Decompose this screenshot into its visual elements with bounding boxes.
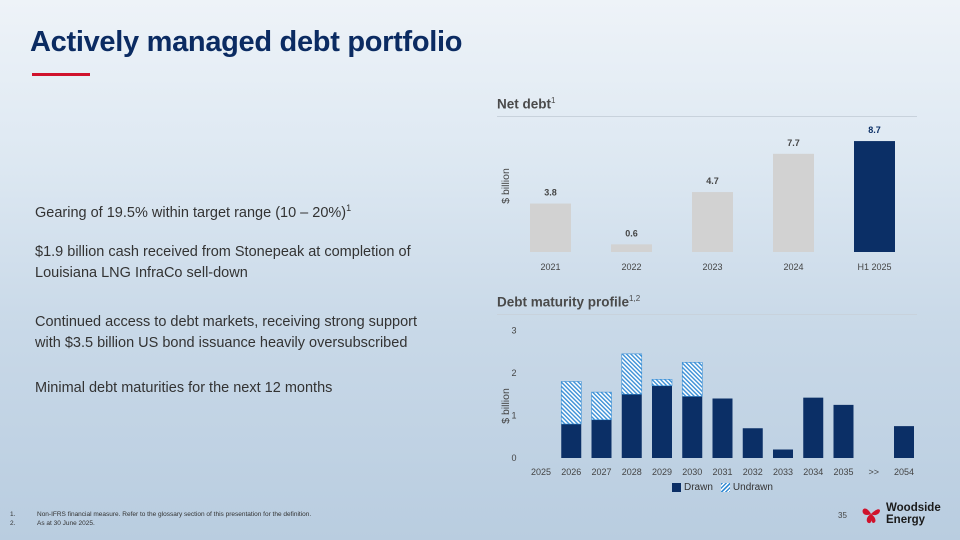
net-debt-data-label: 4.7 (706, 176, 719, 186)
net-debt-data-label: 0.6 (625, 228, 638, 238)
bullet-text: Gearing of 19.5% within target range (10… (35, 204, 347, 221)
maturity-x-tick-label: >> (868, 467, 879, 477)
footnote-ref: 1 (551, 96, 556, 105)
maturity-y-tick-label: 1 (511, 411, 516, 421)
net-debt-rule (497, 116, 917, 117)
company-logo: Woodside Energy (860, 502, 941, 526)
title-underline (32, 73, 90, 76)
maturity-drawn-bar (652, 385, 672, 458)
maturity-x-tick-label: 2026 (561, 467, 581, 477)
maturity-drawn-bar (561, 424, 582, 458)
page-title: Actively managed debt portfolio (30, 26, 463, 58)
net-debt-x-tick-label: 2023 (702, 262, 722, 272)
maturity-drawn-bar (742, 428, 763, 458)
logo-line-2: Energy (886, 514, 925, 526)
net-debt-bar (530, 203, 571, 252)
maturity-x-tick-label: 2035 (833, 467, 853, 477)
net-debt-title: Net debt1 (497, 96, 555, 112)
maturity-y-tick-label: 3 (511, 326, 516, 336)
maturity-x-tick-label: 2029 (652, 467, 672, 477)
bullet-text: $1.9 billion cash received from Stonepea… (35, 244, 411, 281)
footnote-text: As at 30 June 2025. (37, 520, 95, 527)
undrawn-swatch (720, 483, 730, 492)
maturity-legend: Drawn Undrawn (672, 482, 773, 493)
maturity-undrawn-bar (621, 353, 643, 395)
maturity-x-tick-label: 2054 (894, 467, 914, 477)
maturity-x-tick-label: 2031 (712, 467, 732, 477)
footnote-ref: 1 (346, 203, 352, 213)
drawn-swatch (672, 483, 681, 492)
net-debt-x-tick-label: 2024 (783, 262, 803, 272)
maturity-drawn-bar (682, 396, 703, 458)
bullet-stonepeak: $1.9 billion cash received from Stonepea… (35, 242, 425, 284)
legend-undrawn-label: Undrawn (732, 482, 773, 493)
maturity-y-axis-label: $ billion (500, 388, 512, 424)
footnotes: 1. Non-IFRS financial measure. Refer to … (10, 510, 311, 528)
footnote-2: 2. As at 30 June 2025. (10, 519, 311, 528)
net-debt-bar (611, 244, 652, 252)
woodside-logo-icon (862, 508, 880, 524)
net-debt-bar (854, 141, 895, 252)
footnote-1: 1. Non-IFRS financial measure. Refer to … (10, 510, 311, 519)
logo-line-1: Woodside (886, 502, 941, 514)
footnote-ref: 1,2 (629, 294, 641, 303)
maturity-drawn-bar (833, 404, 854, 458)
maturity-undrawn-bar (560, 381, 582, 425)
bullet-gearing: Gearing of 19.5% within target range (10… (35, 198, 425, 224)
net-debt-data-label: 7.7 (787, 138, 800, 148)
legend-drawn: Drawn (672, 482, 713, 493)
footnote-text: Non-IFRS financial measure. Refer to the… (37, 511, 312, 518)
net-debt-x-tick-label: 2022 (621, 262, 641, 272)
maturity-drawn-bar (712, 398, 733, 458)
maturity-y-tick-label: 0 (511, 453, 516, 463)
maturity-x-tick-label: 2033 (773, 467, 793, 477)
page-number: 35 (838, 511, 847, 520)
maturity-x-tick-label: 2025 (531, 467, 551, 477)
maturity-title: Debt maturity profile1,2 (497, 294, 640, 310)
footnote-number: 2. (10, 520, 16, 527)
bullet-text: Minimal debt maturities for the next 12 … (35, 380, 333, 396)
footnote-number: 1. (10, 511, 16, 518)
net-debt-x-tick-label: H1 2025 (857, 262, 891, 272)
net-debt-title-text: Net debt (497, 96, 551, 112)
maturity-x-tick-label: 2030 (682, 467, 702, 477)
maturity-y-tick-label: 2 (511, 368, 516, 378)
net-debt-data-label: 3.8 (544, 188, 557, 198)
net-debt-bar (692, 192, 733, 252)
net-debt-y-axis-label: $ billion (500, 168, 512, 204)
legend-undrawn: Undrawn (720, 482, 773, 493)
maturity-x-tick-label: 2028 (622, 467, 642, 477)
maturity-drawn-bar (591, 419, 612, 458)
maturity-undrawn-bar (591, 391, 612, 421)
maturity-title-text: Debt maturity profile (497, 294, 630, 310)
legend-drawn-label: Drawn (684, 482, 713, 493)
maturity-drawn-bar (894, 426, 914, 458)
net-debt-data-label: 8.7 (868, 125, 881, 135)
logo-wordmark: Woodside Energy (886, 502, 941, 526)
maturity-x-tick-label: 2027 (591, 467, 611, 477)
maturity-drawn-bar (803, 397, 824, 458)
bullet-debt-markets: Continued access to debt markets, receiv… (35, 312, 425, 354)
maturity-rule (497, 314, 917, 315)
maturity-undrawn-bar (651, 379, 673, 387)
bullet-text: Continued access to debt markets, receiv… (35, 314, 418, 351)
maturity-drawn-bar (621, 394, 642, 458)
maturity-drawn-bar (773, 449, 793, 458)
maturity-x-tick-label: 2034 (803, 467, 823, 477)
maturity-x-tick-label: 2032 (743, 467, 763, 477)
bullet-maturities: Minimal debt maturities for the next 12 … (35, 378, 425, 399)
maturity-undrawn-bar (681, 362, 703, 397)
net-debt-bar (773, 153, 814, 252)
net-debt-x-tick-label: 2021 (540, 262, 560, 272)
